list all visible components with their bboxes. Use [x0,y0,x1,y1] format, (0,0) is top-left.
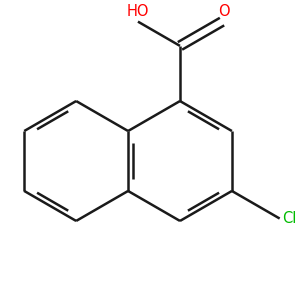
Text: HO: HO [127,4,149,20]
Text: O: O [218,4,230,20]
Text: Cl: Cl [282,211,297,226]
